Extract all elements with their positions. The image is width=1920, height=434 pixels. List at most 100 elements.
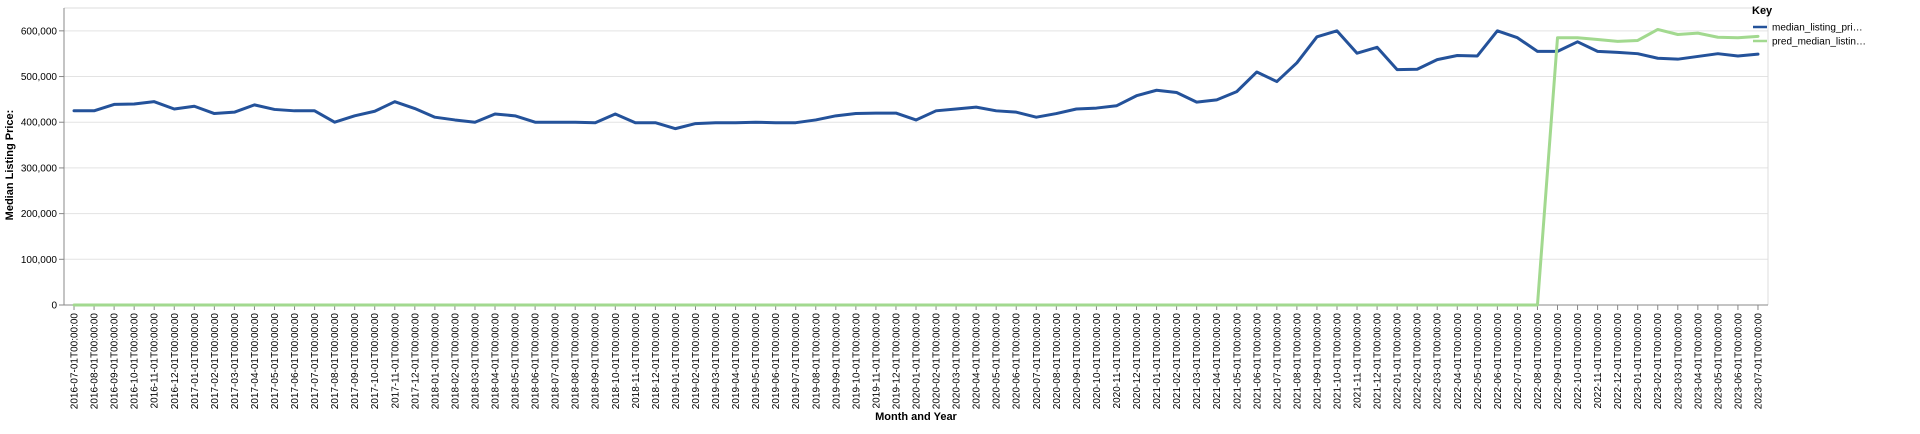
y-tick-label: 500,000 (21, 72, 58, 83)
x-tick-label: 2017-08-01T00:00:00 (330, 313, 341, 410)
x-tick-label: 2022-11-01T00:00:00 (1593, 313, 1604, 409)
x-tick-label: 2021-06-01T00:00:00 (1252, 313, 1263, 410)
y-tick-label: 600,000 (21, 26, 58, 37)
x-tick-label: 2018-08-01T00:00:00 (571, 313, 582, 410)
x-tick-label: 2022-07-01T00:00:00 (1513, 313, 1524, 410)
y-tick-label: 300,000 (21, 163, 58, 174)
x-tick-label: 2023-07-01T00:00:00 (1753, 313, 1764, 410)
series-line (72, 27, 1760, 307)
x-tick-label: 2023-06-01T00:00:00 (1733, 313, 1744, 410)
x-tick-label: 2019-02-01T00:00:00 (691, 313, 702, 410)
x-tick-label: 2020-02-01T00:00:00 (932, 313, 943, 410)
x-tick-label: 2020-05-01T00:00:00 (992, 313, 1003, 410)
x-tick-label: 2018-03-01T00:00:00 (470, 313, 481, 410)
x-tick-label: 2022-06-01T00:00:00 (1493, 313, 1504, 410)
x-tick-label: 2022-01-01T00:00:00 (1393, 313, 1404, 410)
x-tick-label: 2016-08-01T00:00:00 (90, 313, 101, 410)
x-tick-label: 2017-04-01T00:00:00 (250, 313, 261, 410)
x-tick-label: 2021-11-01T00:00:00 (1353, 313, 1364, 409)
x-tick-label: 2021-08-01T00:00:00 (1292, 313, 1303, 410)
x-tick-label: 2021-03-01T00:00:00 (1192, 313, 1203, 410)
x-tick-label: 2018-06-01T00:00:00 (531, 313, 542, 410)
series-line (72, 29, 1760, 131)
x-tick-label: 2019-09-01T00:00:00 (831, 313, 842, 410)
x-tick-label: 2022-08-01T00:00:00 (1533, 313, 1544, 410)
x-tick-label: 2017-09-01T00:00:00 (350, 313, 361, 410)
x-tick-label: 2021-05-01T00:00:00 (1232, 313, 1243, 410)
x-tick-label: 2023-04-01T00:00:00 (1693, 313, 1704, 410)
x-tick-label: 2021-12-01T00:00:00 (1373, 313, 1384, 410)
x-tick-label: 2018-09-01T00:00:00 (591, 313, 602, 410)
series-lines (72, 27, 1760, 307)
x-tick-label: 2019-04-01T00:00:00 (731, 313, 742, 410)
x-tick-label: 2023-05-01T00:00:00 (1713, 313, 1724, 410)
x-tick-label: 2018-02-01T00:00:00 (450, 313, 461, 410)
legend: Key median_listing_pri… pred_median_listi… (1752, 5, 1866, 48)
y-axis-title: Median Listing Price: (4, 110, 16, 221)
y-tick-label: 100,000 (21, 255, 58, 266)
x-tick-label: 2017-12-01T00:00:00 (410, 313, 421, 410)
x-tick-label: 2019-06-01T00:00:00 (771, 313, 782, 410)
x-tick-label: 2022-12-01T00:00:00 (1613, 313, 1624, 410)
x-tick-label: 2016-10-01T00:00:00 (130, 313, 141, 410)
x-tick-label: 2018-12-01T00:00:00 (651, 313, 662, 410)
x-tick-label: 2019-01-01T00:00:00 (671, 313, 682, 410)
x-tick-label: 2021-07-01T00:00:00 (1272, 313, 1283, 410)
legend-title: Key (1752, 5, 1773, 17)
x-tick-label: 2019-05-01T00:00:00 (751, 313, 762, 410)
x-tick-label: 2022-09-01T00:00:00 (1553, 313, 1564, 410)
x-tick-label: 2017-07-01T00:00:00 (310, 313, 321, 410)
x-tick-label: 2020-08-01T00:00:00 (1052, 313, 1063, 410)
x-tick-label: 2019-03-01T00:00:00 (711, 313, 722, 410)
x-tick-label: 2017-03-01T00:00:00 (230, 313, 241, 410)
x-tick-label: 2019-08-01T00:00:00 (811, 313, 822, 410)
x-tick-label: 2022-10-01T00:00:00 (1573, 313, 1584, 410)
x-tick-label: 2023-01-01T00:00:00 (1633, 313, 1644, 410)
x-tick-label: 2021-04-01T00:00:00 (1212, 313, 1223, 410)
y-tick-label: 0 (51, 301, 57, 312)
x-tick-label: 2017-11-01T00:00:00 (390, 313, 401, 409)
x-tick-label: 2016-11-01T00:00:00 (150, 313, 161, 409)
x-tick-label: 2020-09-01T00:00:00 (1072, 313, 1083, 410)
legend-items: median_listing_pri… pred_median_listin… (1753, 23, 1866, 48)
x-tick-label: 2020-10-01T00:00:00 (1092, 313, 1103, 410)
x-tick-label: 2016-09-01T00:00:00 (110, 313, 121, 410)
x-tick-label: 2021-10-01T00:00:00 (1332, 313, 1343, 410)
x-tick-label: 2021-09-01T00:00:00 (1312, 313, 1323, 410)
x-tick-label: 2017-01-01T00:00:00 (190, 313, 201, 410)
x-tick-label: 2022-03-01T00:00:00 (1433, 313, 1444, 410)
x-tick-label: 2019-11-01T00:00:00 (871, 313, 882, 409)
legend-label: median_listing_pri… (1772, 23, 1863, 34)
x-tick-label: 2019-07-01T00:00:00 (791, 313, 802, 410)
x-tick-label: 2020-06-01T00:00:00 (1012, 313, 1023, 410)
x-tick-label: 2022-04-01T00:00:00 (1453, 313, 1464, 410)
x-tick-label: 2018-01-01T00:00:00 (430, 313, 441, 410)
y-tick-label: 400,000 (21, 118, 58, 129)
x-tick-label: 2022-02-01T00:00:00 (1413, 313, 1424, 410)
x-tick-label: 2020-11-01T00:00:00 (1112, 313, 1123, 409)
x-tick-label: 2023-03-01T00:00:00 (1673, 313, 1684, 410)
x-tick-label: 2018-10-01T00:00:00 (611, 313, 622, 410)
x-axis-title: Month and Year (875, 411, 957, 423)
legend-label: pred_median_listin… (1772, 37, 1866, 48)
y-tick-label: 200,000 (21, 209, 58, 220)
x-tick-label: 2017-10-01T00:00:00 (370, 313, 381, 410)
x-tick-label: 2019-10-01T00:00:00 (851, 313, 862, 410)
x-tick-label: 2016-07-01T00:00:00 (70, 313, 81, 410)
x-tick-label: 2018-04-01T00:00:00 (491, 313, 502, 410)
x-tick-label: 2018-07-01T00:00:00 (551, 313, 562, 410)
x-tick-label: 2022-05-01T00:00:00 (1473, 313, 1484, 410)
x-tick-label: 2023-02-01T00:00:00 (1653, 313, 1664, 410)
x-tick-label: 2018-05-01T00:00:00 (511, 313, 522, 410)
x-tick-label: 2021-02-01T00:00:00 (1172, 313, 1183, 410)
x-tick-label: 2020-12-01T00:00:00 (1132, 313, 1143, 410)
x-tick-label: 2020-01-01T00:00:00 (912, 313, 923, 410)
x-tick-label: 2020-04-01T00:00:00 (972, 313, 983, 410)
x-tick-label: 2021-01-01T00:00:00 (1152, 313, 1163, 410)
x-tick-label: 2016-12-01T00:00:00 (170, 313, 181, 410)
x-tick-label: 2019-12-01T00:00:00 (891, 313, 902, 410)
x-tick-label: 2020-07-01T00:00:00 (1032, 313, 1043, 410)
axes: 0 100,000 200,000 300,000 400,000 500,000 600,… (21, 8, 1768, 409)
